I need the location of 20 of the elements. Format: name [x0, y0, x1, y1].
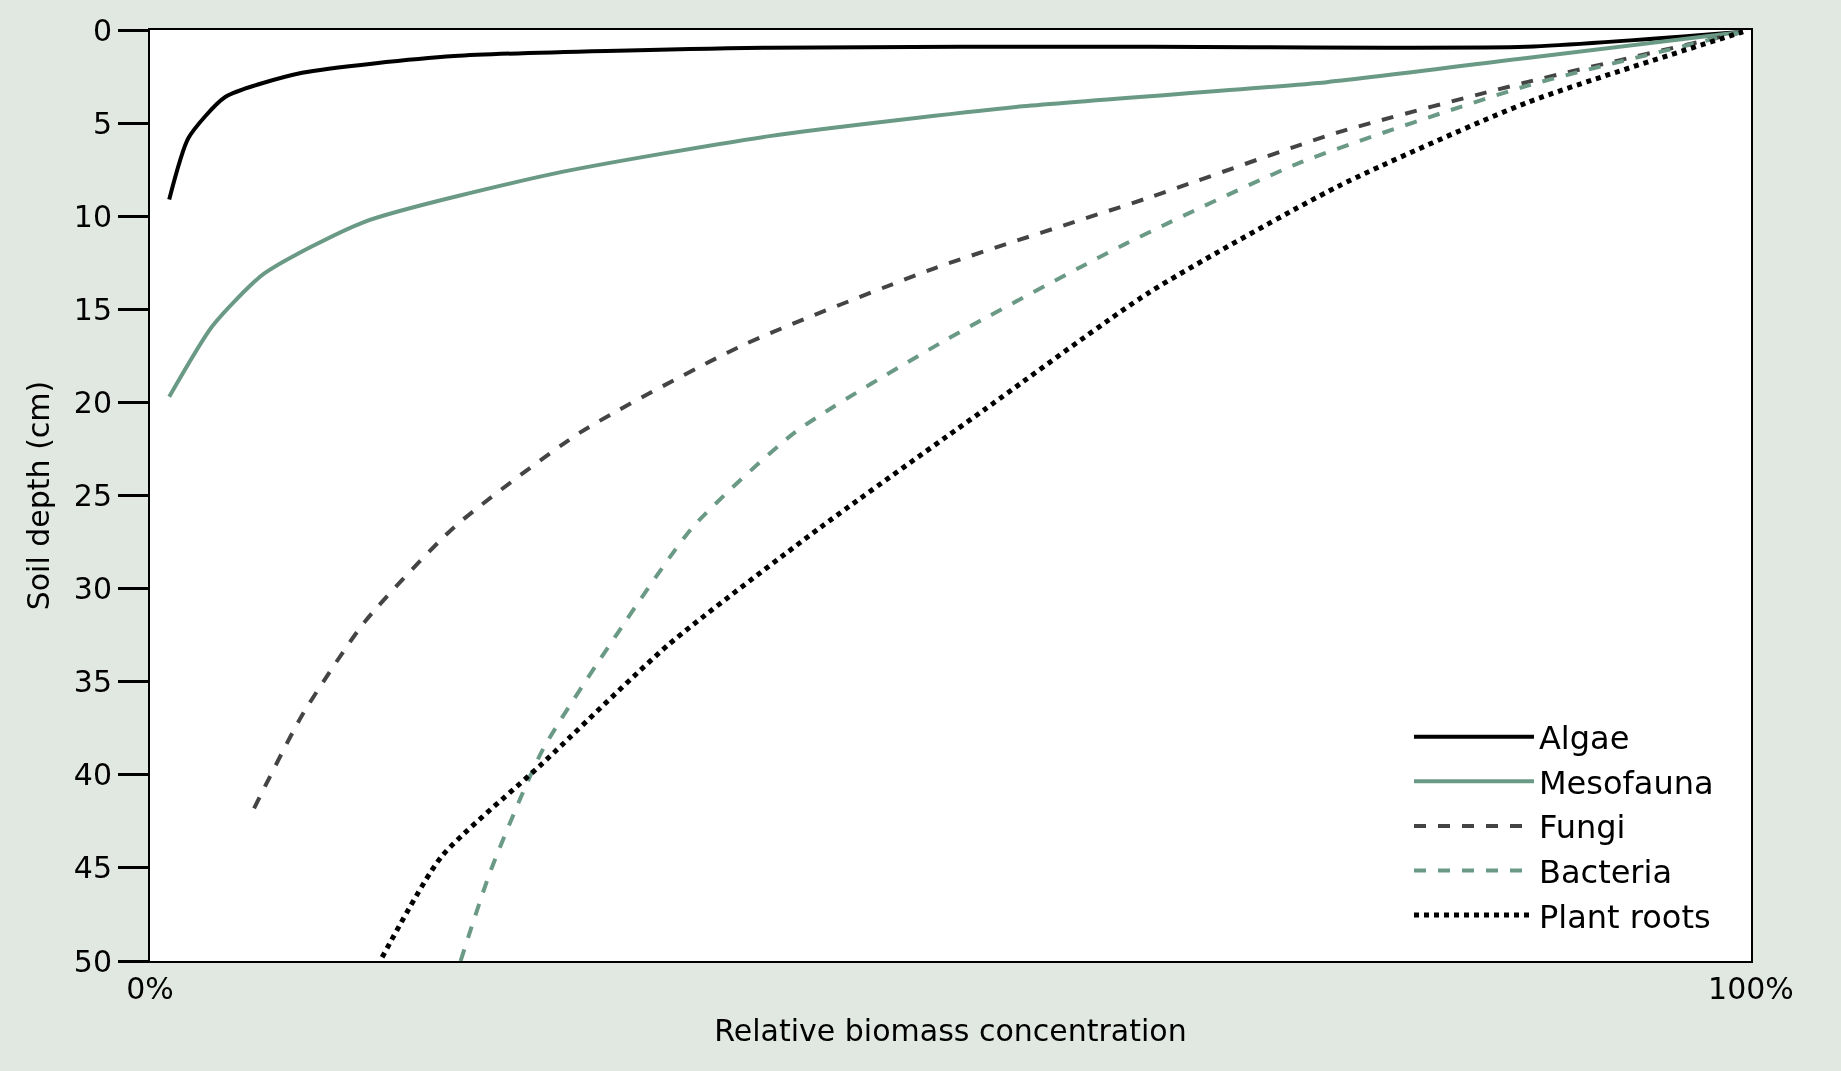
y-tick-label: 45 — [73, 850, 112, 886]
x-tick-label: 100% — [1708, 971, 1794, 1006]
y-axis-title: Soil depth (cm) — [21, 380, 57, 611]
legend-label: Algae — [1538, 719, 1630, 758]
x-axis-title: Relative biomass concentration — [714, 1013, 1187, 1048]
legend-label: Fungi — [1538, 808, 1626, 847]
y-tick-label: 40 — [73, 757, 112, 793]
legend-label: Bacteria — [1538, 852, 1673, 891]
y-tick-label: 15 — [73, 291, 112, 327]
legend-label: Mesofauna — [1538, 763, 1714, 802]
y-tick-label: 35 — [73, 664, 112, 700]
y-tick-label: 25 — [73, 478, 112, 513]
y-tick-label: 20 — [73, 384, 112, 420]
x-tick-label: 0% — [126, 971, 174, 1006]
y-tick-label: 50 — [73, 943, 112, 979]
legend-label: Plant roots — [1538, 897, 1711, 936]
y-tick-label: 10 — [73, 198, 112, 234]
y-tick-label: 5 — [92, 105, 112, 141]
y-tick-label: 0 — [92, 12, 112, 48]
y-tick-label: 30 — [73, 571, 112, 607]
